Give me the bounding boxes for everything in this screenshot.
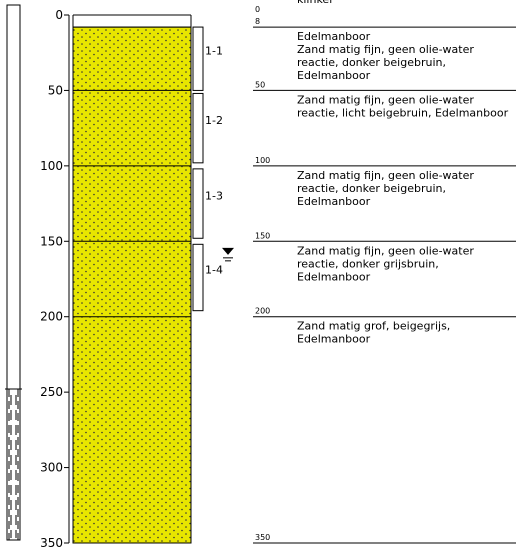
description-text: reactie, donker beigebruin, — [297, 182, 446, 195]
depth-label: 200 — [255, 307, 270, 316]
piezometer — [5, 5, 22, 540]
boring-log: 0 50 100 150 200 250 300 350 1-1 1-2 1-3 1-4 0 klinke… — [0, 0, 516, 548]
depth-label: 100 — [255, 156, 270, 165]
description-text: Zand matig fijn, geen olie-water — [297, 43, 474, 56]
page: {"axis": {"ticks": [0, 50, 100, 150, 200… — [0, 0, 516, 548]
water-level — [222, 248, 234, 255]
sample-label: 1-1 — [205, 45, 223, 58]
depth-label: 0 — [255, 5, 260, 14]
description-text: Edelmanboor — [297, 69, 371, 82]
depth-label: 350 — [255, 533, 270, 542]
sample-label: 1-2 — [205, 114, 223, 127]
depth-label: 50 — [255, 80, 265, 89]
sample-label: 1-3 — [205, 190, 223, 203]
soil-column — [73, 27, 191, 543]
depth-label: 8 — [255, 17, 260, 26]
description-text: Edelmanboor — [297, 333, 371, 346]
depth-label: 150 — [255, 231, 270, 240]
tick-label: 0 — [55, 8, 63, 22]
sample — [193, 27, 203, 90]
tick-label: 300 — [40, 461, 63, 475]
description-text: Zand matig fijn, geen olie-water — [297, 93, 474, 106]
description-text: Zand matig grof, beigegrijs, — [297, 320, 450, 333]
sample — [193, 244, 203, 310]
tick-label: 100 — [40, 159, 63, 173]
tick-label: 350 — [40, 536, 63, 548]
sample — [193, 93, 203, 162]
tick-label: 150 — [40, 234, 63, 248]
tick-label: 200 — [40, 310, 63, 324]
description-text: Edelmanboor — [297, 195, 371, 208]
description-text: klinker — [297, 0, 334, 6]
tick-label: 250 — [40, 385, 63, 399]
description-text: Edelmanboor — [297, 30, 371, 43]
description-text: reactie, donker beigebruin, — [297, 56, 446, 69]
description-text: Edelmanboor — [297, 270, 371, 283]
sample-label: 1-4 — [205, 263, 223, 276]
description-text: Zand matig fijn, geen olie-water — [297, 244, 474, 257]
description-text: Zand matig fijn, geen olie-water — [297, 169, 474, 182]
tick-label: 50 — [48, 83, 63, 97]
sample — [193, 169, 203, 238]
description-text: reactie, donker grijsbruin, — [297, 257, 439, 270]
description-text: reactie, licht beigebruin, Edelmanboor — [297, 106, 509, 119]
